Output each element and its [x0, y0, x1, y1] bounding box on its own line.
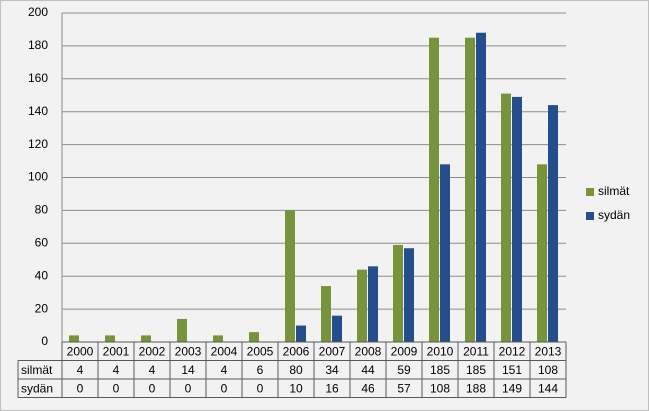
table-value: 0 — [77, 381, 84, 395]
y-tick-label: 160 — [28, 71, 48, 85]
bar — [440, 164, 450, 342]
table-value: 46 — [361, 381, 375, 395]
x-tick-label: 2006 — [283, 344, 310, 358]
table-value: 80 — [289, 363, 303, 377]
legend-label: sydän — [598, 208, 630, 222]
bar — [249, 332, 259, 342]
y-tick-label: 80 — [35, 203, 49, 217]
table-value: 108 — [430, 381, 450, 395]
bar — [332, 315, 342, 342]
x-tick-label: 2005 — [247, 344, 274, 358]
table-value: 0 — [257, 381, 264, 395]
bar — [141, 335, 151, 342]
table-value: 0 — [149, 381, 156, 395]
y-tick-label: 140 — [28, 104, 48, 118]
y-tick-label: 120 — [28, 137, 48, 151]
bar — [404, 248, 414, 342]
x-tick-label: 2009 — [391, 344, 418, 358]
x-tick-label: 2003 — [175, 344, 202, 358]
bar — [285, 210, 295, 342]
bar — [501, 93, 511, 342]
bar — [537, 164, 547, 342]
table-value: 16 — [325, 381, 339, 395]
y-tick-label: 100 — [28, 170, 48, 184]
bar — [465, 37, 475, 343]
bar — [429, 37, 439, 343]
x-tick-label: 2010 — [427, 344, 454, 358]
table-value: 44 — [361, 363, 375, 377]
x-tick-label: 2008 — [355, 344, 382, 358]
bar — [393, 244, 403, 342]
legend-marker — [586, 188, 594, 196]
table-value: 108 — [538, 363, 558, 377]
y-tick-label: 20 — [35, 301, 49, 315]
table-row-label: silmät — [21, 363, 53, 377]
bar — [368, 266, 378, 342]
bar — [321, 286, 331, 342]
x-tick-label: 2002 — [139, 344, 166, 358]
table-value: 188 — [466, 381, 486, 395]
table-value: 34 — [325, 363, 339, 377]
y-tick-label: 0 — [41, 334, 48, 348]
table-value: 57 — [397, 381, 411, 395]
y-tick-label: 40 — [35, 268, 49, 282]
table-value: 185 — [430, 363, 450, 377]
table-value: 59 — [397, 363, 411, 377]
table-value: 4 — [221, 363, 228, 377]
bar — [296, 325, 306, 342]
legend-label: silmät — [598, 184, 630, 198]
table-value: 0 — [185, 381, 192, 395]
bar — [69, 335, 79, 342]
bar — [357, 269, 367, 342]
y-tick-label: 180 — [28, 38, 48, 52]
table-value: 14 — [181, 363, 195, 377]
x-tick-label: 2012 — [499, 344, 526, 358]
table-value: 0 — [221, 381, 228, 395]
table-value: 10 — [289, 381, 303, 395]
bar — [105, 335, 115, 342]
table-value: 0 — [113, 381, 120, 395]
table-value: 4 — [113, 363, 120, 377]
table-value: 144 — [538, 381, 558, 395]
x-tick-label: 2013 — [535, 344, 562, 358]
table-value: 185 — [466, 363, 486, 377]
x-tick-label: 2007 — [319, 344, 346, 358]
table-value: 151 — [502, 363, 522, 377]
bar — [512, 96, 522, 343]
bar — [213, 335, 223, 342]
table-value: 4 — [149, 363, 156, 377]
x-tick-label: 2000 — [67, 344, 94, 358]
y-tick-label: 200 — [28, 5, 48, 19]
y-tick-label: 60 — [35, 235, 49, 249]
bar — [476, 32, 486, 343]
table-row-label: sydän — [21, 381, 53, 395]
bar — [548, 105, 558, 343]
x-tick-label: 2001 — [103, 344, 130, 358]
x-tick-label: 2011 — [463, 344, 489, 358]
table-value: 6 — [257, 363, 264, 377]
bar — [177, 318, 187, 342]
x-tick-label: 2004 — [211, 344, 238, 358]
table-value: 4 — [77, 363, 84, 377]
legend-marker — [586, 212, 594, 220]
table-value: 149 — [502, 381, 522, 395]
